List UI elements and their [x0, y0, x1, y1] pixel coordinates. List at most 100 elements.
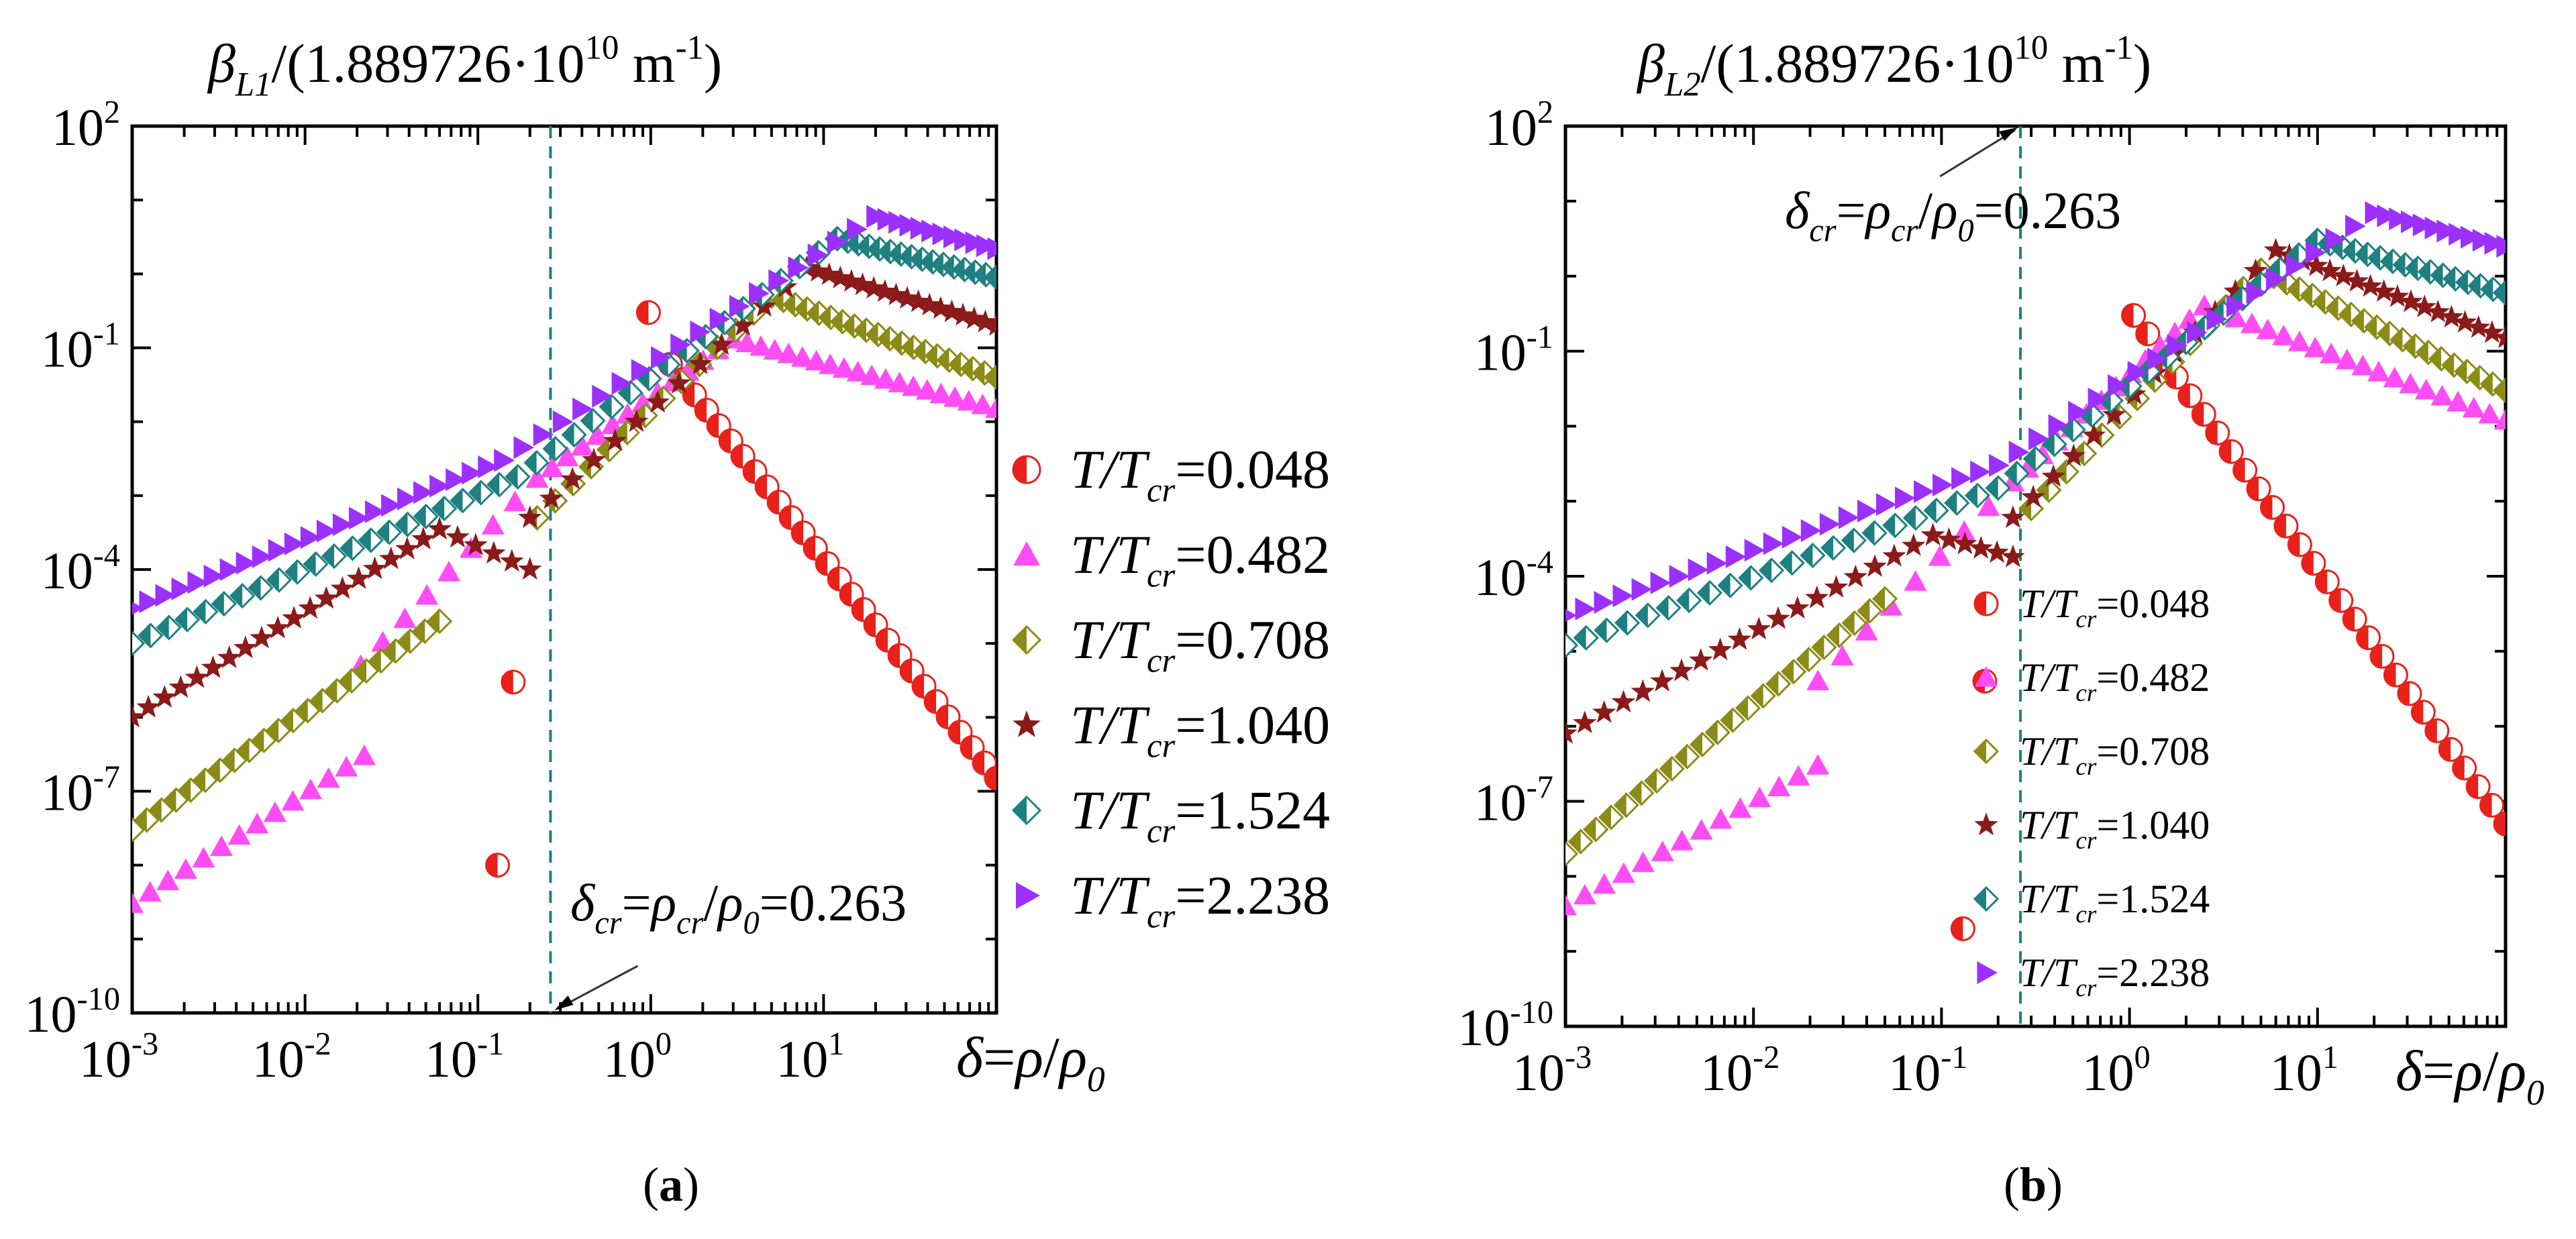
- data-point: [929, 382, 953, 404]
- data-point: [709, 332, 734, 356]
- data-point: [2108, 374, 2128, 397]
- data-point: [2438, 737, 2463, 762]
- data-point: [539, 486, 564, 509]
- data-point: [2285, 254, 2307, 278]
- data-point: [943, 225, 964, 249]
- legend-marker: [1016, 882, 1040, 909]
- data-point: [910, 217, 931, 240]
- data-point: [1669, 565, 1690, 588]
- data-point: [2342, 606, 2367, 632]
- data-point: [380, 494, 402, 517]
- data-point: [943, 386, 967, 407]
- data-point: [397, 628, 423, 654]
- data-point: [1767, 775, 1791, 797]
- data-point: [1738, 565, 1764, 591]
- data-point: [1727, 627, 1752, 650]
- data-point: [2053, 459, 2079, 485]
- data-point: [1631, 679, 1655, 702]
- data-point: [2480, 320, 2504, 343]
- y-tick-label: 10-10: [1458, 995, 1553, 1057]
- data-point: [1766, 606, 1790, 629]
- data-point: [295, 698, 321, 724]
- data-point: [2102, 402, 2126, 425]
- arrow-head: [554, 995, 574, 1010]
- data-point: [1780, 659, 1807, 685]
- series-4: [132, 225, 996, 657]
- data-point: [957, 390, 980, 411]
- data-point: [431, 495, 458, 522]
- data-point: [582, 447, 606, 471]
- data-point: [1669, 658, 1694, 682]
- data-point: [731, 313, 755, 336]
- data-point: [314, 586, 339, 609]
- legend-label: T/Tcr=1.524: [2020, 877, 2210, 928]
- data-point: [984, 313, 996, 336]
- data-point: [352, 744, 376, 765]
- x-tick-label: 10-1: [1888, 1040, 1967, 1101]
- legend-item: T/Tcr=1.524: [1011, 779, 1330, 850]
- data-point: [2135, 321, 2161, 347]
- data-point: [1565, 609, 1577, 622]
- data-point: [874, 368, 897, 389]
- data-point: [1631, 578, 1653, 601]
- data-point: [1575, 597, 1596, 621]
- data-point: [768, 269, 789, 292]
- data-point: [2465, 774, 2491, 800]
- data-point: [2389, 207, 2410, 231]
- data-point: [1841, 527, 1867, 553]
- legend-item: T/Tcr=0.048: [1973, 582, 2210, 633]
- data-point: [561, 421, 587, 448]
- data-point: [866, 205, 887, 228]
- data-point: [132, 704, 144, 728]
- legend-marker: [1012, 455, 1041, 484]
- legend-item: T/Tcr=2.238: [1016, 865, 1330, 935]
- data-point: [670, 333, 691, 357]
- data-point: [132, 602, 144, 615]
- data-point: [2412, 294, 2436, 317]
- data-point: [210, 835, 234, 857]
- data-point: [2301, 551, 2326, 576]
- data-point: [229, 583, 256, 609]
- data-point: [827, 230, 848, 254]
- x-axis-title: δ=ρ/ρ0: [956, 1025, 1105, 1099]
- data-point: [2041, 464, 2065, 487]
- data-point: [1565, 632, 1579, 659]
- data-point: [299, 778, 323, 800]
- data-point: [481, 514, 505, 535]
- data-point: [174, 606, 201, 633]
- data-point: [540, 456, 564, 478]
- data-point: [2424, 718, 2450, 743]
- data-point: [2320, 342, 2343, 364]
- data-point: [1688, 558, 1709, 582]
- data-point: [395, 536, 419, 559]
- data-point: [560, 467, 584, 490]
- data-point: [376, 519, 403, 545]
- data-point: [1744, 539, 1765, 562]
- data-point: [266, 615, 290, 639]
- data-point: [2478, 402, 2502, 424]
- data-point: [888, 211, 909, 234]
- data-point: [827, 566, 852, 592]
- data-point: [1717, 572, 1743, 598]
- data-point: [805, 349, 828, 371]
- data-point: [860, 364, 884, 385]
- legend-marker: [1975, 666, 1998, 687]
- data-point: [954, 228, 975, 252]
- data-point: [132, 631, 146, 657]
- data-point: [694, 398, 719, 423]
- data-point: [932, 222, 954, 246]
- data-point: [503, 490, 527, 511]
- data-point: [1923, 497, 1949, 524]
- data-point: [397, 487, 418, 510]
- critical-density-label: δcr=ρcr/ρ0=0.263: [570, 873, 907, 941]
- data-point: [525, 467, 549, 488]
- data-point: [309, 688, 336, 714]
- data-point: [152, 685, 176, 708]
- legend-label: T/Tcr=0.482: [1070, 524, 1330, 594]
- data-point: [1787, 765, 1810, 786]
- data-point: [2331, 264, 2356, 286]
- data-point: [929, 296, 953, 319]
- data-point: [281, 790, 305, 811]
- data-point: [1871, 586, 1898, 612]
- data-point: [1861, 520, 1888, 546]
